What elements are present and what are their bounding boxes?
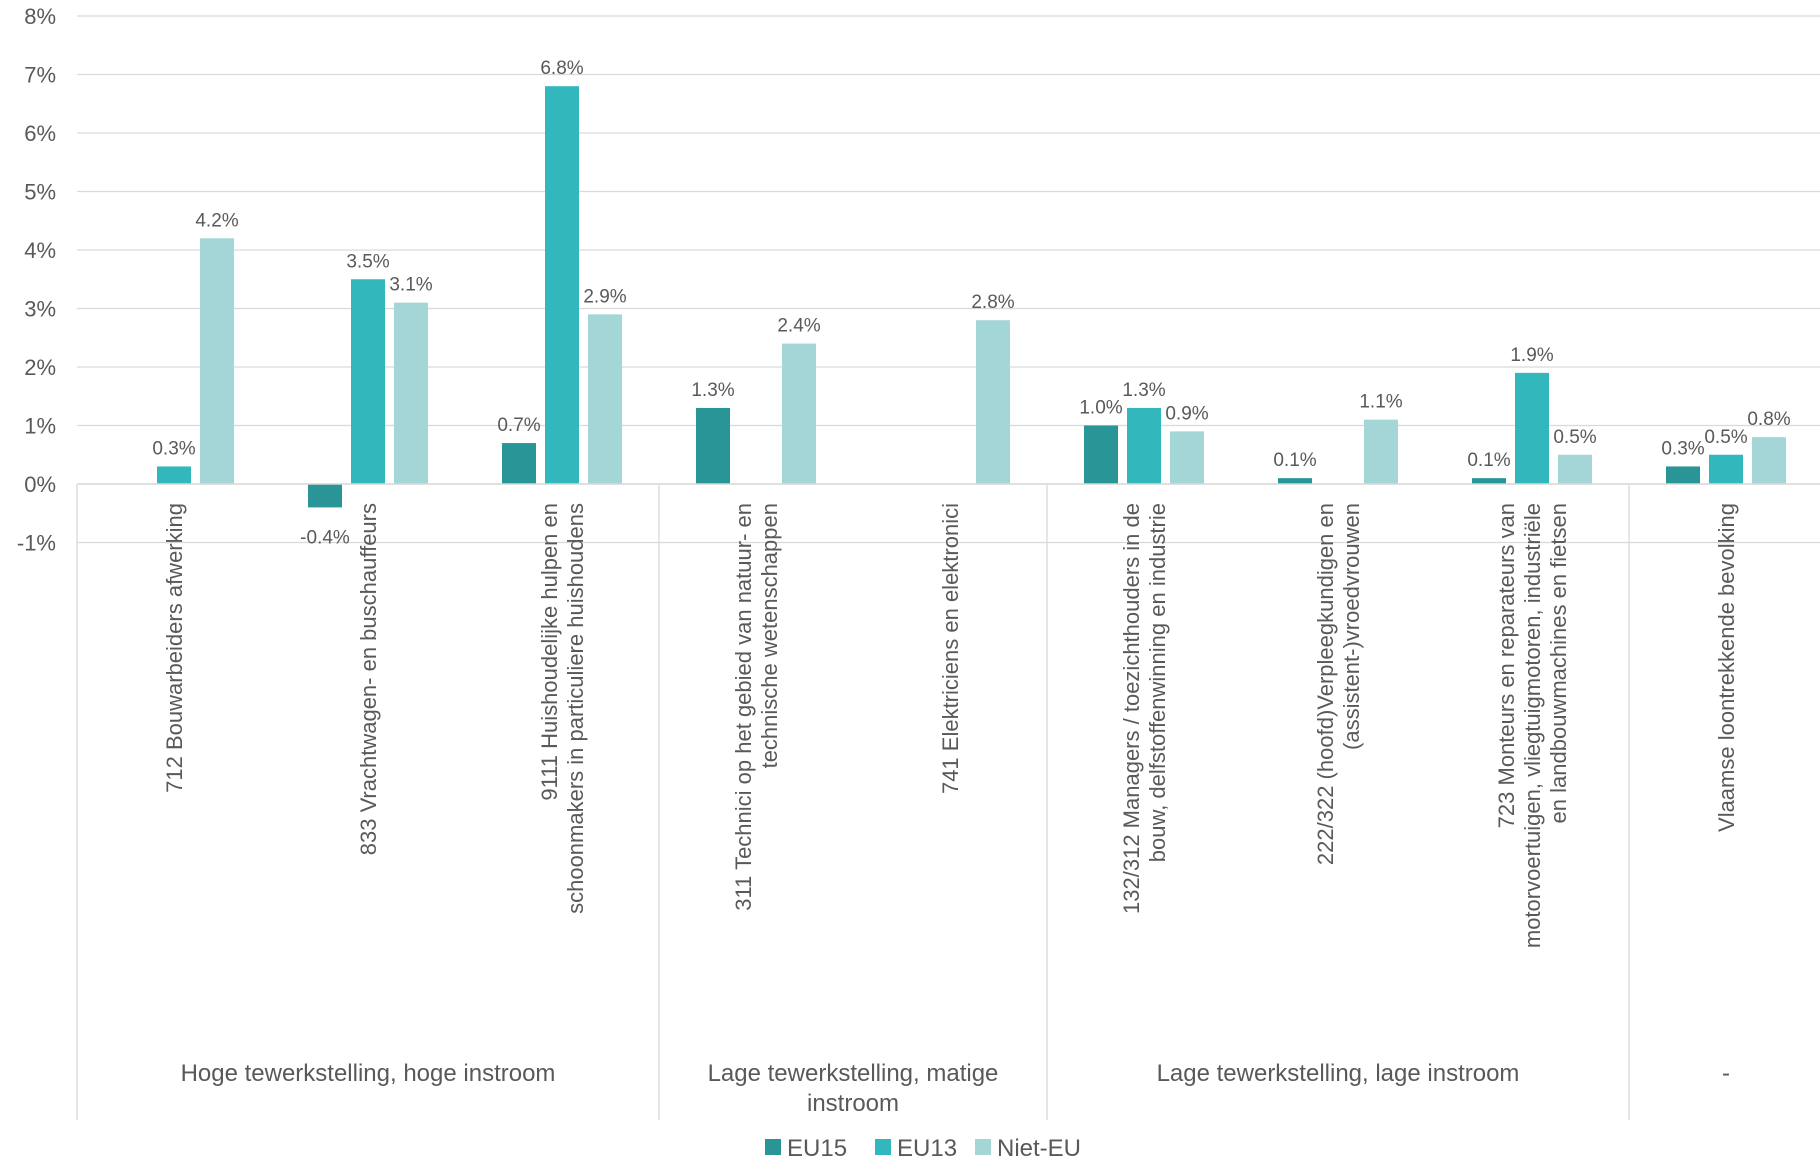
data-label: 0.5% (1553, 427, 1596, 448)
group-label: Lage tewerkstelling, matige (708, 1060, 999, 1087)
data-label: 1.3% (1122, 380, 1165, 401)
group-label: Lage tewerkstelling, lage instroom (1157, 1060, 1520, 1087)
y-tick-label: 8% (24, 4, 56, 29)
group-label: Hoge tewerkstelling, hoge instroom (181, 1060, 556, 1087)
bar-eu15 (1666, 466, 1700, 484)
data-label: 2.4% (777, 316, 820, 337)
category-label-line: en landbouwmachines en fietsen (1546, 503, 1571, 823)
data-label: 3.1% (389, 275, 432, 296)
legend-swatch-niet-eu (975, 1139, 991, 1155)
bar-niet-eu (1558, 454, 1592, 484)
category-label: Vlaamse loontrekkende bevolking (1714, 503, 1739, 832)
category-label-line: bouw, delfstoffenwinning en industrie (1145, 503, 1170, 862)
bar-niet-eu (1170, 431, 1204, 484)
group-label: - (1722, 1060, 1730, 1087)
y-tick-label: -1% (17, 531, 56, 556)
legend-label: Niet-EU (997, 1135, 1081, 1162)
legend-label: EU13 (897, 1135, 957, 1162)
data-label: 3.5% (346, 251, 389, 272)
y-tick-label: 7% (24, 63, 56, 88)
category-label: 723 Monteurs en reparateurs vanmotorvoer… (1494, 503, 1571, 948)
data-label: 0.9% (1165, 403, 1208, 424)
y-tick-label: 0% (24, 472, 56, 497)
category-label-line: technische wetenschappen (757, 503, 782, 768)
bar-eu15 (502, 443, 536, 484)
bar-niet-eu (782, 343, 816, 484)
bar-eu15 (1278, 478, 1312, 484)
category-label-line: 222/322 (hoofd)Verpleegkundigen en (1313, 503, 1338, 865)
bar-eu13 (351, 279, 385, 484)
category-label: 132/312 Managers / toezichthouders in de… (1119, 503, 1170, 914)
y-tick-label: 4% (24, 238, 56, 263)
y-tick-label: 1% (24, 414, 56, 439)
legend-label: EU15 (787, 1135, 847, 1162)
bar-niet-eu (1752, 437, 1786, 484)
bar-eu15 (696, 407, 730, 484)
data-label: 1.9% (1510, 345, 1553, 366)
data-label: 1.1% (1359, 392, 1402, 413)
category-label-line: (assistent-)vroedvrouwen (1339, 503, 1364, 750)
data-label: 2.8% (971, 292, 1014, 313)
data-label: 0.5% (1704, 427, 1747, 448)
bar-eu13 (1515, 372, 1549, 484)
legend-swatch-eu13 (875, 1139, 891, 1155)
category-label: 9111 Huishoudelijke hulpen enschoonmaker… (537, 503, 588, 914)
bar-niet-eu (394, 302, 428, 484)
category-label-line: 311 Technici op het gebied van natuur- e… (731, 503, 756, 911)
y-tick-label: 6% (24, 121, 56, 146)
category-label: 833 Vrachtwagen- en buschauffeurs (356, 503, 381, 855)
data-label: 0.1% (1467, 450, 1510, 471)
data-label: 6.8% (540, 58, 583, 79)
data-label: 0.3% (1661, 438, 1704, 459)
data-label: 1.0% (1079, 398, 1122, 419)
category-label-line: 833 Vrachtwagen- en buschauffeurs (356, 503, 381, 855)
category-label-line: 712 Bouwarbeiders afwerking (162, 503, 187, 793)
data-label: 0.8% (1747, 409, 1790, 430)
category-label: 741 Elektriciens en elektronici (938, 503, 963, 794)
category-label-line: schoonmakers in particuliere huishoudens (563, 503, 588, 914)
bar-niet-eu (976, 320, 1010, 484)
category-label: 712 Bouwarbeiders afwerking (162, 503, 187, 793)
y-tick-label: 2% (24, 355, 56, 380)
category-label-line: 132/312 Managers / toezichthouders in de (1119, 503, 1144, 914)
data-label: 4.2% (195, 210, 238, 231)
data-label: -0.4% (300, 527, 350, 548)
data-label: 1.3% (691, 380, 734, 401)
category-label: 222/322 (hoofd)Verpleegkundigen en(assis… (1313, 503, 1364, 865)
data-label: 0.7% (497, 415, 540, 436)
bar-eu13 (545, 86, 579, 484)
data-label: 0.1% (1273, 450, 1316, 471)
category-label-line: 9111 Huishoudelijke hulpen en (537, 503, 562, 801)
data-label: 2.9% (583, 286, 626, 307)
y-tick-label: 3% (24, 297, 56, 322)
bar-niet-eu (588, 314, 622, 484)
data-label: 0.3% (152, 438, 195, 459)
category-label: 311 Technici op het gebied van natuur- e… (731, 503, 782, 911)
legend-swatch-eu15 (765, 1139, 781, 1155)
group-label: instroom (807, 1090, 899, 1117)
bar-eu15 (308, 484, 342, 508)
bar-niet-eu (200, 238, 234, 484)
category-label-line: 723 Monteurs en reparateurs van (1494, 503, 1519, 828)
bar-eu13 (1127, 407, 1161, 484)
category-label-line: Vlaamse loontrekkende bevolking (1714, 503, 1739, 832)
bar-eu15 (1084, 425, 1118, 484)
bar-eu13 (157, 466, 191, 484)
category-label-line: 741 Elektriciens en elektronici (938, 503, 963, 794)
bar-eu13 (1709, 454, 1743, 484)
bar-niet-eu (1364, 419, 1398, 484)
category-label-line: motorvoertuigen, vliegtuigmotoren, indus… (1520, 503, 1545, 948)
y-tick-label: 5% (24, 180, 56, 205)
bar-eu15 (1472, 478, 1506, 484)
